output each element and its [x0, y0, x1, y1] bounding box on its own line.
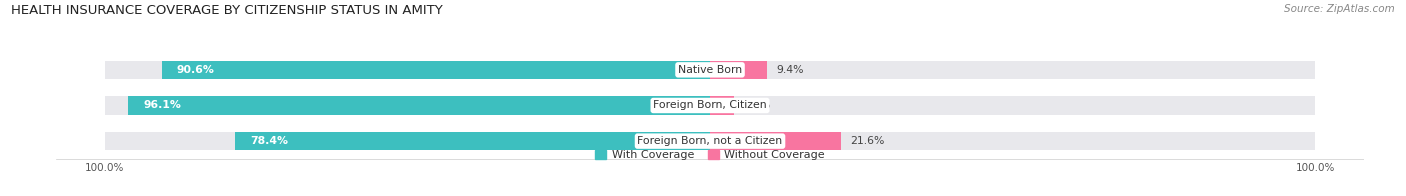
Bar — [128, 96, 710, 115]
Bar — [104, 61, 710, 79]
Text: HEALTH INSURANCE COVERAGE BY CITIZENSHIP STATUS IN AMITY: HEALTH INSURANCE COVERAGE BY CITIZENSHIP… — [11, 4, 443, 17]
Bar — [162, 61, 710, 79]
Text: 21.6%: 21.6% — [849, 136, 884, 146]
Bar — [710, 132, 841, 150]
Legend: With Coverage, Without Coverage: With Coverage, Without Coverage — [591, 145, 830, 165]
Bar — [710, 132, 1316, 150]
Text: Native Born: Native Born — [678, 65, 742, 75]
Text: Source: ZipAtlas.com: Source: ZipAtlas.com — [1284, 4, 1395, 14]
Bar — [710, 61, 766, 79]
Bar — [104, 96, 710, 115]
Bar — [710, 96, 1316, 115]
Text: 96.1%: 96.1% — [143, 101, 181, 111]
Bar — [104, 132, 710, 150]
Text: 78.4%: 78.4% — [250, 136, 288, 146]
Text: Foreign Born, Citizen: Foreign Born, Citizen — [654, 101, 766, 111]
Text: Foreign Born, not a Citizen: Foreign Born, not a Citizen — [637, 136, 783, 146]
Bar — [710, 96, 734, 115]
Text: 3.9%: 3.9% — [742, 101, 770, 111]
Bar — [710, 61, 1316, 79]
Text: 90.6%: 90.6% — [177, 65, 215, 75]
Bar — [235, 132, 710, 150]
Text: 9.4%: 9.4% — [776, 65, 803, 75]
